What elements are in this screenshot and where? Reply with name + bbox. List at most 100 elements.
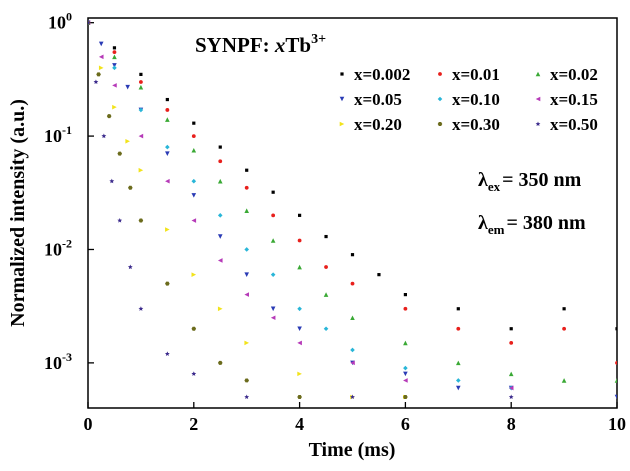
point xyxy=(106,114,112,119)
point xyxy=(403,371,408,377)
point xyxy=(403,365,408,371)
y-axis-label: Normalized intensity (a.u.) xyxy=(7,99,29,327)
y-tick-exponent: 0 xyxy=(66,10,72,24)
point xyxy=(138,84,144,90)
point xyxy=(191,218,197,223)
point xyxy=(324,234,328,239)
point xyxy=(138,306,144,311)
point xyxy=(112,65,117,71)
point xyxy=(191,178,197,184)
point xyxy=(297,306,302,312)
legend-label: x=0.50 xyxy=(550,115,598,134)
point xyxy=(165,178,170,184)
annotation: λex = 350 nm xyxy=(478,169,582,194)
point xyxy=(112,104,117,110)
y-tick-exponent: -2 xyxy=(62,236,72,250)
point xyxy=(217,178,223,184)
point xyxy=(350,394,355,400)
point xyxy=(165,117,170,122)
point xyxy=(245,168,249,172)
point xyxy=(112,83,117,88)
x-axis-label: Time (ms) xyxy=(309,439,396,461)
point xyxy=(139,80,143,84)
point xyxy=(456,326,461,331)
point xyxy=(456,307,460,311)
point xyxy=(139,72,143,76)
legend-marker xyxy=(339,121,345,127)
legend-marker xyxy=(437,96,443,102)
point xyxy=(270,272,276,277)
legend-label: x=0.20 xyxy=(354,115,402,134)
point xyxy=(297,395,302,400)
point xyxy=(191,272,197,277)
legend-marker xyxy=(535,96,541,102)
x-tick-label: 10 xyxy=(608,414,626,434)
point xyxy=(456,360,461,366)
point xyxy=(615,360,617,365)
point xyxy=(101,133,107,139)
point xyxy=(128,185,133,190)
x-tick-label: 2 xyxy=(189,414,198,434)
point xyxy=(297,371,302,377)
legend-label: x=0.05 xyxy=(354,90,402,109)
point xyxy=(244,272,249,277)
point xyxy=(191,371,197,376)
point xyxy=(191,326,197,331)
point xyxy=(165,151,170,156)
point xyxy=(270,315,276,321)
point xyxy=(191,134,196,138)
point xyxy=(244,378,249,383)
y-tick-exponent: -3 xyxy=(62,350,72,364)
point xyxy=(350,253,355,257)
point xyxy=(403,395,408,400)
point xyxy=(270,306,276,312)
legend-label: x=0.30 xyxy=(452,115,500,134)
point xyxy=(271,213,276,218)
point xyxy=(217,360,223,365)
legend-marker xyxy=(535,71,541,77)
point xyxy=(244,340,249,346)
point xyxy=(297,340,302,346)
legend-label: x=0.01 xyxy=(452,65,500,84)
point xyxy=(98,41,104,47)
x-tick-label: 4 xyxy=(295,414,304,434)
point xyxy=(88,20,91,25)
point xyxy=(297,326,302,332)
point xyxy=(508,371,514,377)
point xyxy=(217,213,223,218)
point xyxy=(508,385,514,391)
chart-title: SYNPF: xTb3+ xyxy=(195,32,326,57)
point xyxy=(509,327,513,331)
point xyxy=(244,394,250,400)
point xyxy=(96,72,101,77)
point xyxy=(297,264,302,270)
point xyxy=(403,306,408,311)
x-tick-label: 6 xyxy=(401,414,410,434)
legend-label: x=0.02 xyxy=(550,65,598,84)
point xyxy=(615,327,617,331)
point xyxy=(298,213,302,217)
legend-marker xyxy=(340,72,344,76)
point xyxy=(456,385,461,391)
point xyxy=(562,326,566,331)
point xyxy=(93,79,99,85)
point xyxy=(109,178,115,184)
legend-marker xyxy=(438,72,442,76)
point xyxy=(125,138,130,144)
x-tick-label: 0 xyxy=(84,414,93,434)
point xyxy=(125,84,130,90)
point xyxy=(244,208,249,213)
point xyxy=(509,341,514,345)
point xyxy=(324,265,328,269)
x-tick-label: 8 xyxy=(507,414,516,434)
point xyxy=(244,185,249,190)
point xyxy=(614,394,617,400)
point xyxy=(218,159,223,164)
point xyxy=(350,315,355,321)
point xyxy=(350,360,355,366)
point xyxy=(127,264,133,270)
point xyxy=(165,281,170,286)
point xyxy=(138,167,144,173)
point xyxy=(98,54,104,60)
